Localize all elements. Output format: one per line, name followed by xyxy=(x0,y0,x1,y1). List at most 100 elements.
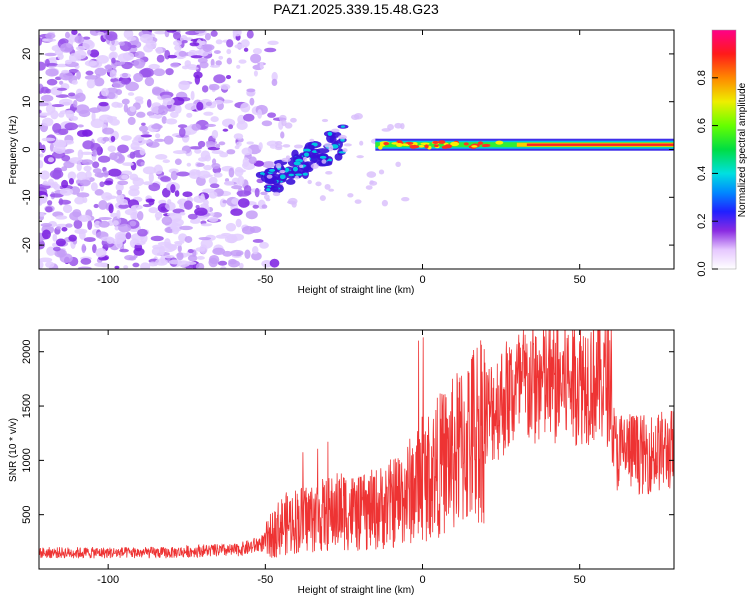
noise-blob xyxy=(217,260,228,266)
noise-blob xyxy=(83,237,96,242)
noise-blob xyxy=(280,131,285,139)
noise-blob xyxy=(221,232,232,237)
noise-blob xyxy=(39,153,44,158)
noise-blob xyxy=(170,226,178,230)
transition-blob-core xyxy=(284,167,290,173)
noise-blob xyxy=(155,258,168,266)
noise-blob xyxy=(172,150,187,155)
noise-blob xyxy=(61,69,70,74)
noise-blob xyxy=(61,226,68,232)
colorbar-ticks: 0.0 0.2 0.4 0.6 0.8 xyxy=(696,70,718,277)
halo-blob xyxy=(381,128,391,132)
noise-blob xyxy=(185,261,197,265)
noise-blob xyxy=(92,244,97,254)
carrier-hotspot xyxy=(401,143,409,146)
noise-blob xyxy=(68,92,76,97)
noise-blob xyxy=(226,57,233,65)
noise-blob xyxy=(204,154,211,162)
noise-blob xyxy=(69,106,78,112)
carrier-hotspot xyxy=(482,143,491,147)
noise-blob xyxy=(42,38,49,42)
noise-blob xyxy=(39,257,53,263)
halo-blob xyxy=(266,174,273,179)
noise-blob xyxy=(80,258,92,265)
noise-blob xyxy=(45,261,55,268)
noise-blob xyxy=(235,218,242,228)
noise-blob xyxy=(182,191,193,198)
colorbar-label: Normalized spectral amplitude xyxy=(737,82,748,217)
noise-blob xyxy=(61,166,68,172)
noise-blob xyxy=(123,103,129,113)
noise-blob xyxy=(115,239,123,249)
noise-blob xyxy=(142,181,153,186)
noise-blob xyxy=(88,107,102,113)
noise-blob xyxy=(118,41,125,46)
noise-blob xyxy=(177,124,188,129)
noise-blob xyxy=(101,192,113,201)
snr-y-ticks: 500 1000 1500 2000 xyxy=(21,339,674,524)
noise-blob xyxy=(40,223,53,227)
noise-blob xyxy=(155,46,164,55)
noise-blob xyxy=(234,166,244,177)
noise-blob xyxy=(174,190,180,197)
noise-blob xyxy=(148,182,161,192)
noise-blob xyxy=(237,198,250,208)
halo-blob xyxy=(315,181,322,187)
noise-blob xyxy=(74,35,85,44)
noise-blob xyxy=(202,44,213,53)
halo-blob xyxy=(324,183,331,190)
noise-blob xyxy=(118,204,130,209)
noise-blob xyxy=(39,102,49,107)
transition-blob-core xyxy=(288,173,295,177)
noise-blob xyxy=(146,99,152,108)
noise-blob xyxy=(249,226,262,234)
noise-blob xyxy=(80,151,94,156)
noise-blob xyxy=(76,162,82,172)
carrier-hotspot xyxy=(420,142,430,145)
halo-blob xyxy=(369,180,378,186)
noise-blob xyxy=(168,259,183,265)
noise-blob xyxy=(213,74,226,84)
noise-blob xyxy=(107,145,116,152)
noise-blob xyxy=(98,216,112,221)
noise-blob xyxy=(230,208,243,216)
noise-blob xyxy=(121,78,131,85)
noise-blob xyxy=(253,160,264,167)
noise-blob xyxy=(40,86,50,94)
noise-blob xyxy=(145,40,157,49)
noise-blob xyxy=(161,216,173,226)
halo-blob xyxy=(378,169,385,175)
halo-blob xyxy=(342,148,348,153)
noise-blob xyxy=(211,129,219,139)
noise-blob xyxy=(136,211,144,221)
noise-blob xyxy=(117,53,131,63)
noise-blob xyxy=(55,226,62,230)
halo-blob xyxy=(325,171,333,175)
noise-blob xyxy=(231,185,243,190)
halo-blob xyxy=(309,138,315,142)
noise-blob xyxy=(124,254,136,261)
noise-blob xyxy=(125,232,132,240)
noise-blob xyxy=(246,88,256,93)
noise-blob xyxy=(187,66,199,70)
noise-blob xyxy=(174,158,182,165)
halo-blob xyxy=(321,118,329,123)
noise-blob xyxy=(164,227,173,233)
halo-blob xyxy=(321,159,327,164)
noise-blob xyxy=(211,163,221,170)
noise-blob xyxy=(47,200,53,206)
noise-blob xyxy=(99,181,105,188)
noise-blob xyxy=(116,209,121,220)
noise-blob xyxy=(111,57,116,64)
noise-blob xyxy=(144,76,155,87)
x-tick-label: -100 xyxy=(97,574,119,586)
noise-blob xyxy=(166,30,177,33)
noise-blob xyxy=(148,172,154,183)
noise-blob xyxy=(260,191,268,196)
noise-blob xyxy=(208,83,220,91)
noise-blob xyxy=(92,168,102,174)
noise-blob xyxy=(93,203,99,209)
transition-blob-core xyxy=(319,155,327,159)
noise-blob xyxy=(41,229,51,240)
